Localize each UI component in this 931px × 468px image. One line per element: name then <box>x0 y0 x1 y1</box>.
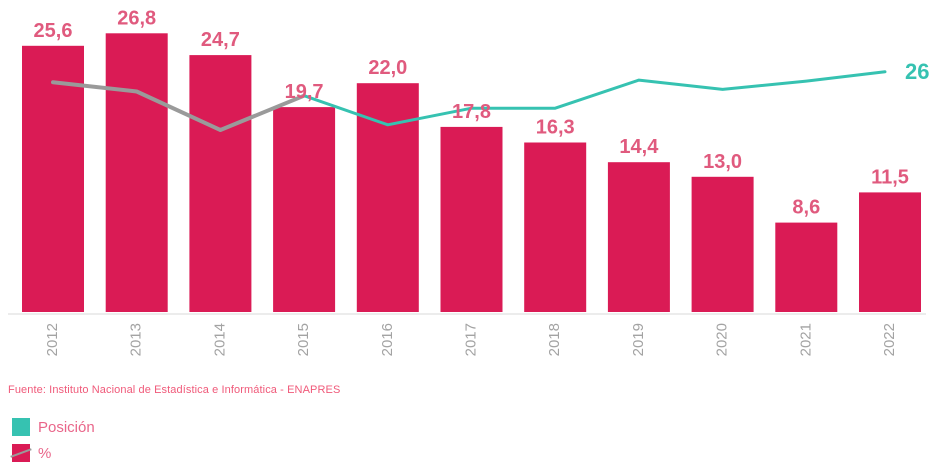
x-tick-label-2021: 2021 <box>797 323 814 356</box>
bar-2017 <box>440 126 503 313</box>
bar-value-label-2016: 22,0 <box>368 57 407 79</box>
position-end-label: 26 <box>905 59 929 84</box>
x-tick-label-2016: 2016 <box>379 323 396 356</box>
x-tick-label-2022: 2022 <box>881 323 898 356</box>
bar-value-label-2015: 19,7 <box>285 81 324 103</box>
bar-2018 <box>524 142 587 312</box>
swatch-line-icon <box>10 448 32 458</box>
bar-2012 <box>22 45 84 313</box>
bar-2022 <box>859 192 921 312</box>
legend-item-posicion: Posición <box>12 416 95 438</box>
bar-value-label-2014: 24,7 <box>201 29 240 51</box>
x-tick-label-2019: 2019 <box>630 323 647 356</box>
bar-value-label-2022: 11,5 <box>871 166 909 188</box>
bar-2019 <box>607 162 670 312</box>
bar-2013 <box>105 33 168 313</box>
legend: Posición % <box>10 416 95 468</box>
bar-value-label-2020: 13,0 <box>703 151 742 173</box>
position-line-gray-segment <box>51 80 307 132</box>
bar-2015 <box>273 107 336 312</box>
bar-value-label-2012: 25,6 <box>34 20 73 42</box>
bar-value-label-2013: 26,8 <box>117 7 156 29</box>
bar-value-label-2018: 16,3 <box>536 117 575 139</box>
position-line-teal-segment <box>302 70 887 127</box>
legend-label-posicion: Posición <box>38 418 95 436</box>
source-note: Fuente: Instituto Nacional de Estadístic… <box>8 384 341 396</box>
bar-2014 <box>189 55 252 312</box>
bar-value-label-2017: 17,8 <box>452 101 491 123</box>
bar-2020 <box>691 176 754 312</box>
x-tick-labels-layer: 2012 2013 2014 2015 2016 2017 2018 2019 2020 2021… <box>44 323 898 356</box>
bar-value-label-2019: 14,4 <box>619 136 659 158</box>
legend-item-percent: % <box>10 442 95 464</box>
value-labels-layer: 25,6 26,8 24,7 19,7 22,0 17,8 16,3 14,4 13,0 8,6 1… <box>34 7 930 218</box>
x-tick-label-2013: 2013 <box>128 323 145 356</box>
x-tick-label-2014: 2014 <box>211 323 228 356</box>
bar-and-line-swatch-icon <box>10 444 32 462</box>
bar-value-label-2021: 8,6 <box>792 197 820 219</box>
bars-layer <box>8 33 926 315</box>
bar-2021 <box>775 222 838 312</box>
legend-label-percent: % <box>38 444 52 462</box>
x-tick-label-2020: 2020 <box>714 323 731 356</box>
x-tick-label-2012: 2012 <box>44 323 61 356</box>
position-line-layer <box>51 70 887 132</box>
teal-square-icon <box>12 418 30 436</box>
x-tick-label-2017: 2017 <box>463 323 480 356</box>
x-tick-label-2015: 2015 <box>295 323 312 356</box>
x-tick-label-2018: 2018 <box>546 323 563 356</box>
